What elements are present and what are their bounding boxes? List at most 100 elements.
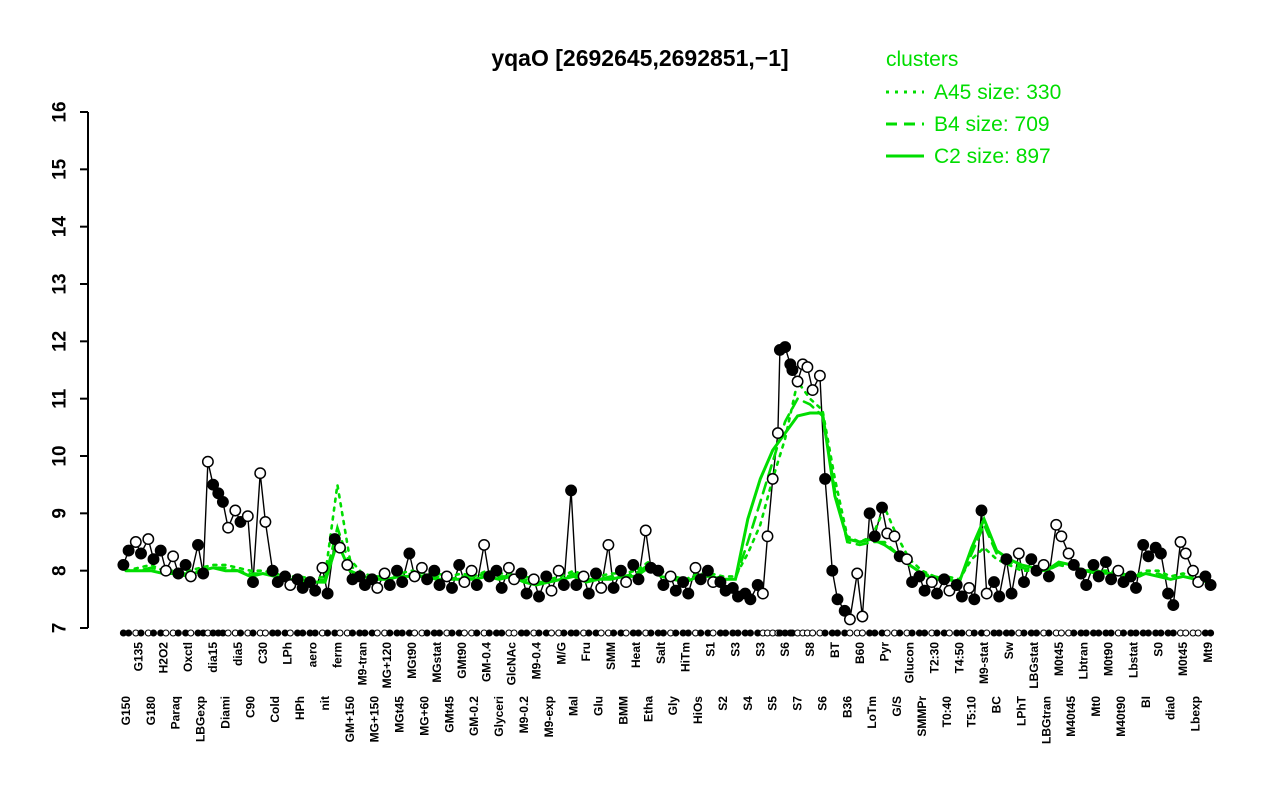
data-point — [207, 478, 220, 491]
x-tick-label: S6 — [778, 642, 792, 657]
x-tick-label: Etha — [641, 696, 655, 722]
x-tick-label: Glucon — [903, 642, 917, 683]
x-tick-label: Gly — [666, 696, 680, 716]
axis-rug-point — [958, 629, 966, 637]
data-point — [147, 553, 160, 566]
data-point — [570, 579, 583, 591]
data-point — [826, 564, 839, 577]
y-tick-label: 14 — [50, 216, 71, 238]
data-point — [1204, 579, 1217, 591]
data-point — [851, 567, 864, 580]
axis-rug-point — [1144, 629, 1152, 637]
data-point — [254, 467, 267, 480]
axis-rug-point — [659, 629, 667, 637]
axis-rug-point — [398, 629, 406, 637]
legend-label-c2: C2 size: 897 — [934, 145, 1051, 168]
data-point — [682, 587, 695, 600]
x-tick-label: MG+120 — [380, 642, 394, 689]
axis-rug-point — [821, 629, 829, 637]
data-point — [446, 581, 458, 594]
data-point — [614, 564, 627, 577]
axis-rug-point — [361, 629, 369, 637]
data-point — [1087, 558, 1100, 571]
axis-rug-point — [510, 629, 518, 637]
axis-rug-point — [746, 629, 754, 637]
x-tick-label: LBGstat — [1027, 642, 1041, 689]
x-tick-label: T0:40 — [940, 696, 954, 728]
data-point — [502, 561, 515, 574]
axis-rug-point — [236, 629, 245, 637]
data-point — [470, 579, 483, 591]
x-tick-label: M9-0.2 — [517, 696, 531, 734]
axis-rug-point — [1057, 629, 1065, 637]
axis-rug-point — [535, 629, 543, 637]
data-point — [925, 576, 938, 589]
axis-rug-point — [299, 629, 307, 637]
data-point — [391, 564, 403, 577]
axis-rug-point — [261, 629, 269, 637]
data-point — [216, 495, 229, 508]
axis-rug-point — [1194, 629, 1202, 637]
x-tick-label: GMt90 — [455, 642, 469, 679]
x-tick-label: C90 — [243, 696, 257, 718]
x-tick-label: MGt45 — [393, 696, 407, 733]
data-point — [383, 579, 396, 591]
data-point — [669, 584, 682, 597]
x-tick-label: GM-0.2 — [467, 696, 481, 736]
data-point — [540, 570, 553, 583]
data-point — [316, 561, 329, 574]
data-point — [664, 570, 677, 583]
data-point — [490, 564, 503, 577]
data-point — [179, 558, 192, 571]
data-point — [129, 536, 142, 548]
data-point — [415, 561, 428, 574]
data-point — [1167, 599, 1180, 612]
axis-rug-point — [485, 629, 493, 637]
data-point — [453, 558, 466, 571]
data-point — [1179, 547, 1192, 560]
x-tick-label: Salt — [654, 642, 668, 664]
axis-rug-point — [833, 629, 842, 637]
data-point — [172, 567, 185, 580]
data-point — [694, 573, 707, 586]
data-point — [515, 567, 528, 580]
data-point — [791, 375, 804, 388]
y-tick-label: 16 — [50, 101, 71, 122]
x-tick-label: LPh — [281, 642, 295, 665]
data-point — [938, 573, 951, 586]
data-point — [167, 550, 180, 563]
data-point — [533, 590, 545, 603]
axis-rug-point — [1107, 629, 1115, 637]
x-tick-label: Fru — [579, 642, 593, 661]
x-tick-label: Glyceri — [492, 696, 506, 737]
axis-rug-point — [137, 629, 145, 637]
x-tick-label: MGt90 — [405, 642, 419, 679]
data-point — [1199, 570, 1212, 583]
axis-rug-point — [448, 629, 456, 637]
x-tick-label: Mt9 — [1201, 642, 1215, 663]
data-point — [595, 581, 608, 594]
x-tick-label: HPh — [293, 696, 307, 720]
data-point — [440, 570, 453, 583]
x-tick-label: dia0 — [1164, 696, 1178, 720]
data-point — [159, 564, 172, 577]
cluster-line-b4 — [124, 397, 1210, 584]
x-tick-label: S5 — [766, 696, 780, 711]
axis-rug-point — [896, 629, 904, 637]
x-tick-label: S0 — [1151, 642, 1165, 657]
x-tick-label: aero — [306, 642, 320, 667]
x-tick-label: MG+150 — [368, 696, 382, 743]
axis-rug-point — [1182, 629, 1190, 637]
data-point — [478, 538, 491, 551]
data-point — [309, 584, 322, 597]
axis-rug-point — [1207, 629, 1215, 637]
data-point — [1080, 579, 1093, 591]
data-point — [1055, 530, 1068, 543]
plot-layer: 7 8 9 10 11 12 13 14 15 16 G150 G135 G180 H2O2 Paraq Ox… — [50, 101, 1217, 744]
x-tick-label: M0t90 — [1102, 642, 1116, 676]
x-tick-label: G/S — [890, 696, 904, 717]
data-point — [761, 530, 774, 543]
axis-rug-point — [324, 629, 332, 637]
data-point — [247, 576, 259, 589]
